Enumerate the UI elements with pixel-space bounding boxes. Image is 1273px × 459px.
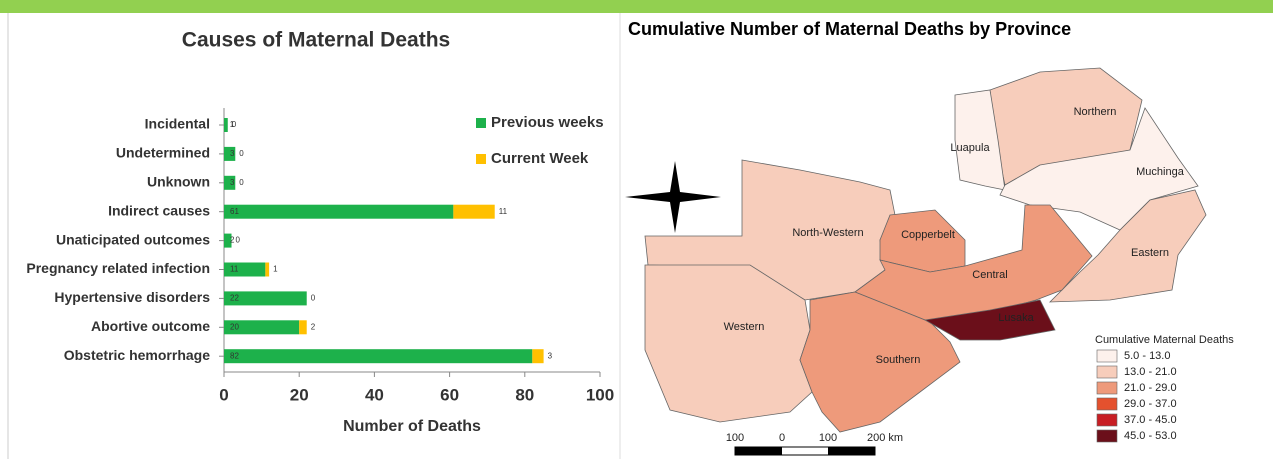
bar-value-label: 3 bbox=[230, 178, 235, 187]
bar-value-label: 11 bbox=[230, 265, 239, 274]
x-axis-label: Number of Deaths bbox=[343, 418, 481, 435]
province bbox=[999, 107, 1199, 231]
x-tick-label: 20 bbox=[290, 385, 309, 404]
province-label: Copperbelt bbox=[901, 229, 955, 241]
bar-value-label: 1 bbox=[273, 265, 278, 274]
y-tick-label: Incidental bbox=[145, 116, 210, 132]
province-label: Eastern bbox=[1131, 247, 1169, 259]
province-label: Lusaka bbox=[998, 312, 1034, 324]
scale-label: 100 bbox=[726, 432, 744, 444]
top-band bbox=[0, 0, 1273, 13]
bar bbox=[224, 291, 307, 306]
chart-title: Causes of Maternal Deaths bbox=[182, 29, 450, 52]
bar bbox=[299, 320, 307, 335]
scale-bar bbox=[735, 447, 782, 455]
bar-value-label: 0 bbox=[236, 236, 241, 245]
map-legend-swatch bbox=[1096, 397, 1118, 411]
scale-label: 100 bbox=[819, 432, 837, 444]
bar-value-label: 20 bbox=[230, 322, 239, 331]
province-label: Central bbox=[972, 269, 1007, 281]
province bbox=[923, 299, 1056, 341]
province bbox=[954, 89, 1006, 191]
y-tick-label: Hypertensive disorders bbox=[54, 289, 210, 305]
bar bbox=[224, 146, 236, 161]
bar-value-label: 0 bbox=[311, 294, 316, 303]
x-tick-label: 40 bbox=[365, 385, 384, 404]
province-label: Muchinga bbox=[1136, 166, 1185, 178]
legend-swatch bbox=[476, 154, 486, 164]
province-label: Southern bbox=[876, 354, 921, 366]
bar bbox=[265, 262, 270, 277]
province-label: Luapula bbox=[950, 142, 990, 154]
map-legend-swatch bbox=[1096, 413, 1118, 427]
bar-value-label: 0 bbox=[239, 149, 244, 158]
map-legend-label: 21.0 - 29.0 bbox=[1124, 382, 1177, 394]
y-tick-label: Unknown bbox=[147, 174, 210, 190]
legend-label: Current Week bbox=[491, 150, 589, 167]
map-legend-label: 29.0 - 37.0 bbox=[1124, 398, 1177, 410]
bar bbox=[224, 320, 300, 335]
map-legend-swatch bbox=[1096, 365, 1118, 379]
map-legend-swatch bbox=[1096, 381, 1118, 395]
y-tick-label: Abortive outcome bbox=[91, 318, 210, 334]
map-legend-label: 5.0 - 13.0 bbox=[1124, 350, 1170, 362]
bar bbox=[224, 204, 454, 219]
bar bbox=[224, 233, 232, 248]
map-title: Cumulative Number of Maternal Deaths by … bbox=[628, 19, 1071, 39]
scale-label: 0 bbox=[779, 432, 785, 444]
bar-value-label: 11 bbox=[499, 207, 508, 216]
province-label: North-Western bbox=[792, 227, 863, 239]
bar-value-label: 2 bbox=[230, 236, 235, 245]
y-tick-label: Undetermined bbox=[116, 145, 210, 161]
bar bbox=[532, 349, 544, 364]
y-tick-label: Indirect causes bbox=[108, 202, 210, 218]
map-legend-label: 37.0 - 45.0 bbox=[1124, 414, 1177, 426]
y-tick-label: Unaticipated outcomes bbox=[56, 231, 210, 247]
legend-label: Previous weeks bbox=[491, 114, 604, 131]
compass bbox=[625, 161, 721, 233]
bar-value-label: 0 bbox=[239, 178, 244, 187]
bar-value-label: 82 bbox=[230, 351, 239, 360]
map-legend-swatch bbox=[1096, 349, 1118, 363]
bar bbox=[224, 175, 236, 190]
y-tick-label: Pregnancy related infection bbox=[26, 260, 210, 276]
x-tick-label: 0 bbox=[219, 385, 228, 404]
bar-value-label: 3 bbox=[230, 149, 235, 158]
map-legend-swatch bbox=[1096, 429, 1118, 443]
province bbox=[644, 264, 813, 423]
legend-swatch bbox=[476, 118, 486, 128]
province-label: Northern bbox=[1074, 106, 1117, 118]
bar-value-label: 2 bbox=[311, 322, 316, 331]
bar-value-label: 22 bbox=[230, 294, 239, 303]
bar-value-label: 61 bbox=[230, 207, 239, 216]
y-tick-label: Obstetric hemorrhage bbox=[64, 347, 210, 363]
province bbox=[799, 291, 961, 433]
bar bbox=[224, 262, 266, 277]
bar-value-label: 1 bbox=[230, 120, 235, 129]
x-tick-label: 60 bbox=[440, 385, 459, 404]
province bbox=[1049, 189, 1207, 303]
map-legend-label: 45.0 - 53.0 bbox=[1124, 430, 1177, 442]
bar bbox=[224, 349, 533, 364]
scale-bar bbox=[828, 447, 875, 455]
bar-value-label: 3 bbox=[548, 351, 553, 360]
bar-value-label: 0 bbox=[232, 120, 237, 129]
province-label: Western bbox=[724, 321, 765, 333]
bar bbox=[224, 118, 228, 132]
map-legend-title: Cumulative Maternal Deaths bbox=[1095, 334, 1234, 346]
scale-label: 200 km bbox=[867, 432, 903, 444]
bar bbox=[453, 204, 495, 219]
x-tick-label: 100 bbox=[586, 385, 614, 404]
map-legend-label: 13.0 - 21.0 bbox=[1124, 366, 1177, 378]
x-tick-label: 80 bbox=[515, 385, 534, 404]
map: Northern Luapula Muchinga Eastern North-West… bbox=[644, 67, 1207, 433]
